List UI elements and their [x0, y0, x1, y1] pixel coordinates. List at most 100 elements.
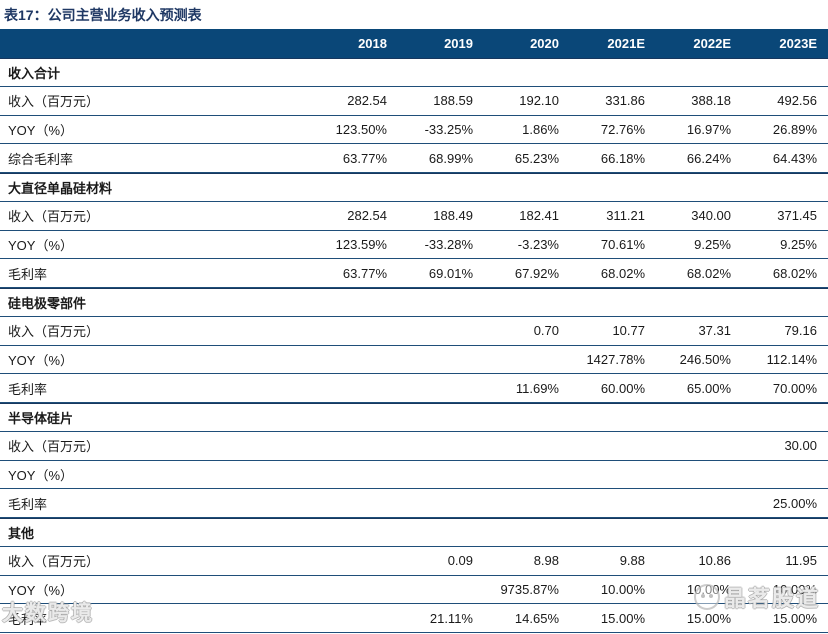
- table-row: 毛利率 11.69% 60.00% 65.00% 70.00%: [0, 374, 828, 403]
- value-cell: 123.50%: [335, 121, 387, 137]
- table-row: YOY（%）: [0, 460, 828, 490]
- value-cell: 60.00%: [600, 380, 645, 396]
- value-cell: 112.14%: [766, 351, 817, 367]
- value-cell: 9.25%: [780, 236, 817, 252]
- row-label: 收入（百万元）: [8, 439, 100, 455]
- column-header-2020: 2020: [530, 36, 559, 51]
- section-title: 其他: [8, 525, 35, 541]
- value-cell: 79.16: [784, 323, 817, 339]
- value-cell: 388.18: [691, 93, 731, 109]
- value-cell: 63.77%: [342, 265, 387, 281]
- value-cell: 9.25%: [694, 236, 731, 252]
- value-cell: 72.76%: [600, 121, 645, 137]
- row-label: YOY（%）: [8, 582, 74, 598]
- value-cell: 1427.78%: [586, 351, 645, 367]
- value-cell: 10.00%: [600, 581, 645, 597]
- row-label: YOY（%）: [8, 467, 74, 483]
- value-cell: 66.18%: [600, 150, 645, 166]
- column-header-2018: 2018: [358, 36, 387, 51]
- table-header-row: 2018 2019 2020 2021E 2022E 2023E: [0, 29, 828, 58]
- value-cell: 63.77%: [342, 150, 387, 166]
- table-body: 收入合计 收入（百万元） 282.54 188.59 192.10 331.86 388.1…: [0, 58, 828, 633]
- value-cell: 68.02%: [600, 265, 645, 281]
- column-header-2021e: 2021E: [607, 36, 645, 51]
- value-cell: 123.59%: [335, 236, 387, 252]
- value-cell: -3.23%: [517, 236, 559, 252]
- value-cell: -33.25%: [424, 121, 473, 137]
- value-cell: 311.21: [606, 208, 645, 224]
- value-cell: 65.00%: [686, 380, 731, 396]
- value-cell: 30.00: [784, 438, 817, 454]
- value-cell: 21.11%: [429, 610, 473, 626]
- table-row: YOY（%） 1427.78% 246.50% 112.14%: [0, 345, 828, 375]
- value-cell: 15.00%: [772, 610, 817, 626]
- table-row: 毛利率 25.00%: [0, 489, 828, 518]
- value-cell: 37.31: [698, 323, 731, 339]
- table-row: 毛利率 63.77% 69.01% 67.92% 68.02% 68.02% 68.02%: [0, 259, 828, 288]
- column-header-2019: 2019: [444, 36, 473, 51]
- row-label: 收入（百万元）: [8, 209, 100, 225]
- table-row: YOY（%） 9735.87% 10.00% 10.00% 10.00%: [0, 575, 828, 605]
- table-row: 收入（百万元） 0.70 10.77 37.31 79.16: [0, 316, 828, 346]
- value-cell: 68.99%: [428, 150, 473, 166]
- value-cell: 70.00%: [772, 380, 817, 396]
- value-cell: 182.41: [519, 208, 559, 224]
- table-row: 收入（百万元） 282.54 188.59 192.10 331.86 388.18 492…: [0, 86, 828, 116]
- value-cell: 14.65%: [514, 610, 559, 626]
- value-cell: 282.54: [347, 208, 387, 224]
- value-cell: 0.70: [533, 323, 559, 339]
- value-cell: 9.88: [619, 553, 645, 569]
- value-cell: 69.01%: [428, 265, 473, 281]
- value-cell: 0.09: [447, 553, 473, 569]
- value-cell: 15.00%: [686, 610, 731, 626]
- value-cell: 65.23%: [514, 150, 559, 166]
- value-cell: 10.86: [698, 553, 731, 569]
- value-cell: 492.56: [777, 93, 817, 109]
- table-row: YOY（%） 123.50% -33.25% 1.86% 72.76% 16.97% 26.…: [0, 115, 828, 145]
- section-header-row: 硅电极零部件: [0, 288, 828, 317]
- row-label: YOY（%）: [8, 237, 74, 253]
- row-label: 收入（百万元）: [8, 94, 100, 110]
- value-cell: 371.45: [777, 208, 817, 224]
- value-cell: 1.86%: [522, 121, 559, 137]
- row-label: 收入（百万元）: [8, 324, 100, 340]
- table-row: 综合毛利率 63.77% 68.99% 65.23% 66.18% 66.24% 64.43…: [0, 144, 828, 173]
- value-cell: -33.28%: [424, 236, 473, 252]
- value-cell: 66.24%: [686, 150, 731, 166]
- value-cell: 10.00%: [772, 581, 817, 597]
- value-cell: 15.00%: [600, 610, 645, 626]
- column-header-2022e: 2022E: [693, 36, 731, 51]
- section-title: 大直径单晶硅材料: [8, 180, 113, 196]
- row-label: 毛利率: [8, 496, 48, 512]
- column-header-2023e: 2023E: [779, 36, 817, 51]
- row-label: YOY（%）: [8, 352, 74, 368]
- value-cell: 340.00: [691, 208, 731, 224]
- value-cell: 10.00%: [686, 581, 731, 597]
- forecast-table: 2018 2019 2020 2021E 2022E 2023E 收入合计收入（…: [0, 29, 828, 633]
- section-header-row: 收入合计: [0, 58, 828, 87]
- value-cell: 8.98: [533, 553, 559, 569]
- section-header-row: 半导体硅片: [0, 403, 828, 432]
- section-header-row: 大直径单晶硅材料: [0, 173, 828, 202]
- value-cell: 16.97%: [686, 121, 731, 137]
- table-row: 收入（百万元） 282.54 188.49 182.41 311.21 340.00 371…: [0, 201, 828, 231]
- value-cell: 67.92%: [514, 265, 559, 281]
- value-cell: 282.54: [347, 93, 387, 109]
- value-cell: 64.43%: [772, 150, 817, 166]
- value-cell: 11.69%: [515, 380, 559, 396]
- value-cell: 68.02%: [686, 265, 731, 281]
- row-label: 综合毛利率: [8, 151, 74, 167]
- section-title: 硅电极零部件: [8, 295, 87, 311]
- row-label: YOY（%）: [8, 122, 74, 138]
- value-cell: 188.49: [433, 208, 473, 224]
- table-row: 收入（百万元） 0.09 8.98 9.88 10.86 11.95: [0, 546, 828, 576]
- row-label: 毛利率: [8, 266, 48, 282]
- row-label: 毛利率: [8, 381, 48, 397]
- value-cell: 68.02%: [772, 265, 817, 281]
- value-cell: 188.59: [433, 93, 473, 109]
- section-header-row: 其他: [0, 518, 828, 547]
- section-title: 半导体硅片: [8, 410, 74, 426]
- value-cell: 192.10: [519, 93, 559, 109]
- table-row: YOY（%） 123.59% -33.28% -3.23% 70.61% 9.25% 9.2…: [0, 230, 828, 260]
